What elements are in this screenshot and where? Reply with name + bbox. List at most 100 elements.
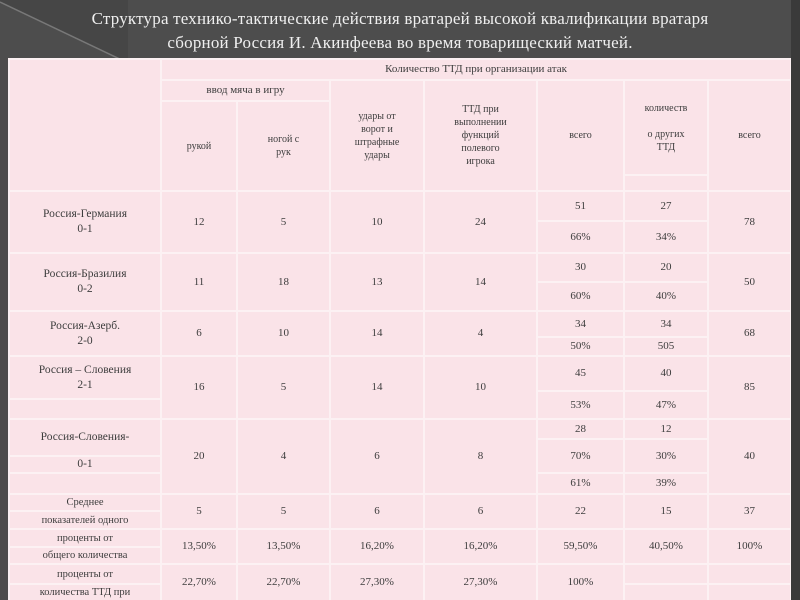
- empty-cell: [706, 583, 793, 600]
- stat-sum-pct: 66%: [536, 220, 625, 254]
- stat-other: 12: [623, 418, 709, 440]
- stat-other-pct: 47%: [623, 390, 709, 420]
- stat-foot: 22,70%: [236, 563, 331, 600]
- header-grand-total: всего: [706, 79, 793, 192]
- stat-sum: 30: [536, 252, 625, 283]
- stat-other: 27: [623, 190, 709, 222]
- match-label-line-1: Россия-Словения-: [8, 418, 162, 457]
- stat-total: 37: [706, 493, 793, 530]
- summary-label-line-1: проценты от: [8, 528, 162, 548]
- match-label-spacer: [8, 398, 162, 420]
- stat-field-player: 27,30%: [423, 563, 538, 600]
- header-field-player-ttd: ТТД при выполнении функций полевого игро…: [423, 79, 538, 192]
- header-goal-kicks: удары от ворот и штрафные удары: [329, 79, 425, 192]
- match-label: Россия – Словения 2-1: [8, 355, 162, 400]
- summary-label-line-2: общего количества: [8, 546, 162, 565]
- match-label-line-2: 0-1: [8, 455, 162, 474]
- stat-hand: 12: [160, 190, 238, 254]
- stat-field-player: 16,20%: [423, 528, 538, 565]
- slide-title-line-1: Структура технико-тактические действия в…: [91, 9, 709, 28]
- stat-goal-kicks: 14: [329, 310, 425, 357]
- stat-sum-pct: 70%: [536, 438, 625, 474]
- stat-other: 15: [623, 493, 709, 530]
- match-label: Россия-Германия 0-1: [8, 190, 162, 254]
- stat-field-player: 10: [423, 355, 538, 420]
- stat-goal-kicks: 10: [329, 190, 425, 254]
- stat-sum: 28: [536, 418, 625, 440]
- stat-sum: 22: [536, 493, 625, 530]
- header-other-ttd: количеств о других ТТД: [623, 79, 709, 176]
- stat-total: 50: [706, 252, 793, 312]
- stat-other-pct: 505: [623, 336, 709, 357]
- ttd-statistics-table: Количество ТТД при организации атак ввод…: [8, 58, 793, 600]
- stat-sum-pct: 53%: [536, 390, 625, 420]
- stat-goal-kicks: 6: [329, 493, 425, 530]
- stat-foot: 18: [236, 252, 331, 312]
- slide-title: Структура технико-тактические действия в…: [0, 7, 800, 55]
- stat-sum: 51: [536, 190, 625, 222]
- stat-total: 85: [706, 355, 793, 420]
- stat-foot: 13,50%: [236, 528, 331, 565]
- stat-hand: 22,70%: [160, 563, 238, 600]
- empty-cell: [706, 563, 793, 585]
- summary-label-line-2: показателей одного: [8, 510, 162, 530]
- header-row-label-corner: [8, 58, 162, 192]
- stat-hand: 6: [160, 310, 238, 357]
- stat-field-player: 4: [423, 310, 538, 357]
- stat-hand: 16: [160, 355, 238, 420]
- stat-foot: 4: [236, 418, 331, 495]
- stat-sum-pct: 60%: [536, 281, 625, 312]
- header-by-foot: ногой с рук: [236, 100, 331, 192]
- stat-other-pct: 34%: [623, 220, 709, 254]
- stat-goal-kicks: 13: [329, 252, 425, 312]
- header-ball-intro: ввод мяча в игру: [160, 79, 331, 102]
- stat-goal-kicks: 6: [329, 418, 425, 495]
- stat-goal-kicks: 27,30%: [329, 563, 425, 600]
- match-label-spacer: [8, 472, 162, 495]
- stat-total: 100%: [706, 528, 793, 565]
- stat-hand: 13,50%: [160, 528, 238, 565]
- stat-total: 40: [706, 418, 793, 495]
- stat-sum: 45: [536, 355, 625, 392]
- stat-field-player: 14: [423, 252, 538, 312]
- stat-sum: 59,50%: [536, 528, 625, 565]
- stat-sum: 100%: [536, 563, 625, 600]
- slide-title-line-2: сборной Россия И. Акинфеева во время тов…: [167, 33, 633, 52]
- stat-field-player: 8: [423, 418, 538, 495]
- stat-foot: 5: [236, 355, 331, 420]
- stat-sum-pct: 50%: [536, 336, 625, 357]
- stat-total: 68: [706, 310, 793, 357]
- corner-diagonal-decoration: [0, 0, 128, 64]
- stat-total: 78: [706, 190, 793, 254]
- empty-cell: [623, 583, 709, 600]
- header-by-hand: рукой: [160, 100, 238, 192]
- stat-other-pct: 30%: [623, 438, 709, 474]
- stat-other-pct-2: 39%: [623, 472, 709, 495]
- stat-other: 20: [623, 252, 709, 283]
- match-label: Россия-Бразилия 0-2: [8, 252, 162, 312]
- summary-label-line-1: проценты от: [8, 563, 162, 585]
- slide-edge-strip: [791, 0, 800, 600]
- stat-other-pct: 40%: [623, 281, 709, 312]
- stat-sum: 34: [536, 310, 625, 338]
- header-other-ttd-sub-cell: [623, 174, 709, 192]
- stat-hand: 5: [160, 493, 238, 530]
- stat-field-player: 6: [423, 493, 538, 530]
- summary-label-line-2: количества ТТД при: [8, 583, 162, 600]
- stat-sum-pct-2: 61%: [536, 472, 625, 495]
- summary-label-line-1: Среднее: [8, 493, 162, 512]
- stat-other: 34: [623, 310, 709, 338]
- stat-hand: 20: [160, 418, 238, 495]
- header-total-attacks: всего: [536, 79, 625, 192]
- stat-hand: 11: [160, 252, 238, 312]
- stat-foot: 5: [236, 493, 331, 530]
- match-label: Россия-Азерб. 2-0: [8, 310, 162, 357]
- stat-foot: 10: [236, 310, 331, 357]
- stat-goal-kicks: 14: [329, 355, 425, 420]
- empty-cell: [623, 563, 709, 585]
- stat-other: 40: [623, 355, 709, 392]
- stat-goal-kicks: 16,20%: [329, 528, 425, 565]
- stat-field-player: 24: [423, 190, 538, 254]
- stat-other: 40,50%: [623, 528, 709, 565]
